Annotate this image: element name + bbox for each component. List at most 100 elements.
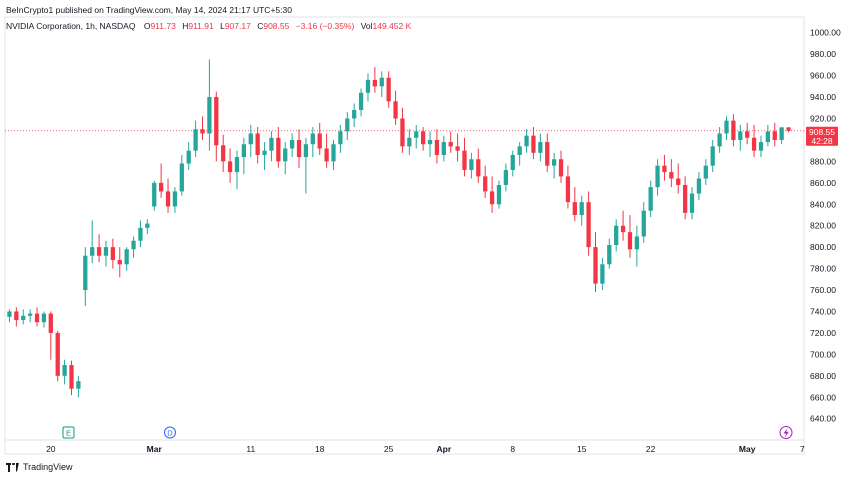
price-tick-label: 920.00 xyxy=(810,113,836,123)
candle-body xyxy=(620,225,626,233)
candle-body xyxy=(669,172,674,179)
high-label: H xyxy=(182,21,189,31)
candle-body xyxy=(303,144,309,158)
candle-body xyxy=(221,145,226,162)
candle-body xyxy=(7,311,12,317)
price-tick-label: 1000.00 xyxy=(810,28,841,38)
candle-body xyxy=(358,92,364,110)
candle-body xyxy=(745,131,750,138)
candle-body xyxy=(158,182,164,192)
candle-body xyxy=(648,187,653,211)
candle-body xyxy=(634,236,640,250)
price-tag-value: 908.55 xyxy=(809,127,835,137)
time-tick-label: Mar xyxy=(147,444,163,454)
candle-body xyxy=(696,178,702,194)
candle-body xyxy=(338,131,343,145)
candle-body xyxy=(717,133,722,147)
candle-body xyxy=(614,225,619,246)
plot-border xyxy=(4,16,805,455)
candle-body xyxy=(372,79,378,87)
candle-body xyxy=(276,137,281,162)
candle-body xyxy=(489,191,495,205)
symbol-title: NVIDIA Corporation, 1h, NASDAQ xyxy=(6,21,136,31)
candle-body xyxy=(21,315,26,321)
earnings-marker[interactable]: E xyxy=(62,426,75,439)
candle-body xyxy=(531,135,536,153)
candle-body xyxy=(751,137,757,151)
price-tick-label: 800.00 xyxy=(810,242,836,252)
time-tick-label: Apr xyxy=(436,444,451,454)
candle-body xyxy=(365,79,371,93)
candle-body xyxy=(393,101,398,119)
dividend-marker-label: D xyxy=(167,429,173,438)
candle-body xyxy=(310,133,315,145)
candle-body xyxy=(186,150,191,164)
candle-body xyxy=(662,165,667,173)
symbol-legend: NVIDIA Corporation, 1h, NASDAQ O911.73 H… xyxy=(6,21,411,31)
candle-body xyxy=(731,120,736,140)
candle-body xyxy=(214,97,219,146)
price-tick-label: 960.00 xyxy=(810,71,836,81)
candle-body xyxy=(641,210,646,237)
candle-body xyxy=(131,240,136,250)
candle-body xyxy=(579,202,584,215)
tradingview-brand-text: TradingView xyxy=(23,462,73,472)
price-tick-label: 660.00 xyxy=(810,392,836,402)
candle-body xyxy=(193,129,198,151)
tradingview-brand[interactable]: TradingView xyxy=(6,462,73,472)
price-tick-label: 640.00 xyxy=(810,414,836,424)
candle-body xyxy=(14,311,19,321)
candle-body xyxy=(682,184,688,213)
price-tag: 908.55 42:28 xyxy=(806,126,838,146)
dividend-marker[interactable]: D xyxy=(164,426,176,439)
change-value: −3.16 (−0.35%) xyxy=(295,21,355,31)
high-value: 911.91 xyxy=(188,21,214,31)
volume-label: Vol xyxy=(360,21,373,31)
candle-body xyxy=(255,133,260,155)
candle-body xyxy=(27,313,33,316)
time-axis[interactable]: 20Mar111825Apr81522May713 xyxy=(46,444,850,454)
candle-body xyxy=(572,202,577,215)
price-tick-label: 880.00 xyxy=(810,156,836,166)
candle-body xyxy=(317,133,322,149)
time-tick-label: 22 xyxy=(646,444,656,454)
candle-body xyxy=(407,137,412,147)
open-label: O xyxy=(143,21,151,31)
candle-body xyxy=(476,159,481,177)
candle-body xyxy=(593,247,598,284)
candle-body xyxy=(738,131,743,140)
candle-body xyxy=(420,131,426,145)
price-tick-label: 940.00 xyxy=(810,92,836,102)
candle-body xyxy=(538,142,543,153)
candle-body xyxy=(565,176,571,203)
candle-body xyxy=(455,146,460,151)
candle-body xyxy=(655,165,660,188)
candle-body xyxy=(758,142,764,151)
candle-body xyxy=(503,169,509,185)
price-tick-label: 720.00 xyxy=(810,328,836,338)
candle-body xyxy=(400,118,405,147)
candle-body xyxy=(76,381,81,389)
price-tick-label: 820.00 xyxy=(810,221,836,231)
candle-body xyxy=(55,332,60,376)
price-axis[interactable]: 640.00 660.00 680.00 700.00 720.00 740.00 760.… xyxy=(810,28,841,424)
candle-body xyxy=(283,148,288,162)
candle-body xyxy=(62,365,67,376)
candle-body xyxy=(627,232,633,250)
candle-body xyxy=(117,260,122,265)
time-tick-label: 20 xyxy=(46,444,56,454)
time-tick-label: 25 xyxy=(384,444,394,454)
candle-body xyxy=(262,150,267,155)
candle-body xyxy=(427,139,433,145)
candle-body xyxy=(779,127,784,140)
candle-body xyxy=(558,159,564,177)
candle-body xyxy=(103,247,109,256)
candle-body xyxy=(434,139,440,155)
flash-marker-icon[interactable] xyxy=(779,426,793,439)
price-tick-label: 980.00 xyxy=(810,49,836,59)
candle-body xyxy=(34,313,40,323)
candle-body xyxy=(703,165,708,179)
earnings-marker-label: E xyxy=(66,429,71,438)
price-tick-label: 780.00 xyxy=(810,264,836,274)
